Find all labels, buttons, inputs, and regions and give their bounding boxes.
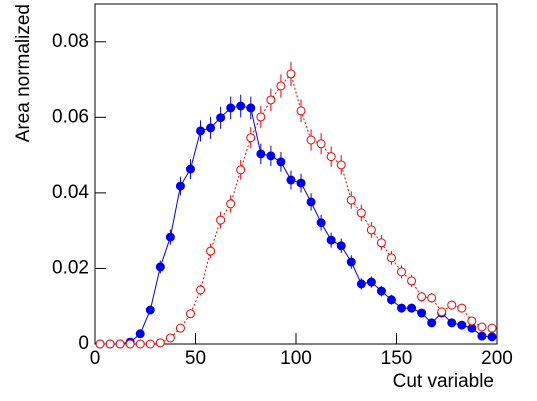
data-point: [386, 253, 396, 263]
data-point: [306, 197, 316, 207]
data-point: [276, 157, 286, 167]
data-point: [105, 339, 115, 349]
data-point: [226, 103, 236, 113]
data-point: [457, 303, 467, 313]
data-point: [155, 262, 165, 272]
data-point: [326, 235, 336, 245]
data-point: [397, 303, 407, 313]
data-point: [306, 135, 316, 145]
x-tick-label: 200: [481, 348, 513, 369]
data-point: [165, 333, 175, 343]
data-point: [336, 160, 346, 170]
data-point: [155, 338, 165, 348]
y-tick-label: 0.02: [52, 257, 89, 278]
data-point: [296, 106, 306, 116]
data-point: [457, 320, 467, 330]
data-point: [356, 208, 366, 218]
data-point: [276, 81, 286, 91]
y-tick-label: 0: [78, 333, 89, 354]
data-point: [346, 257, 356, 267]
x-tick-label: 100: [280, 348, 312, 369]
data-point: [236, 101, 246, 111]
data-point: [196, 126, 206, 136]
data-point: [266, 95, 276, 105]
data-point: [286, 69, 296, 79]
data-point: [185, 309, 195, 319]
data-point: [216, 113, 226, 123]
data-point: [346, 195, 356, 205]
plot-frame: [94, 3, 498, 345]
data-point: [135, 329, 145, 339]
data-point: [386, 295, 396, 305]
data-point: [125, 339, 135, 349]
series-line: [100, 72, 493, 345]
data-point: [376, 286, 386, 296]
data-point: [95, 339, 105, 349]
data-point: [175, 323, 185, 333]
data-point: [206, 123, 216, 133]
data-point: [145, 305, 155, 315]
data-point: [185, 164, 195, 174]
data-point: [256, 112, 266, 122]
data-point: [316, 218, 326, 228]
data-point: [286, 175, 296, 185]
data-point: [336, 241, 346, 251]
data-point: [366, 225, 376, 235]
data-point: [427, 318, 437, 328]
data-point: [467, 316, 477, 326]
data-point: [487, 332, 497, 342]
data-point: [135, 339, 145, 349]
x-axis-label: Cut variable: [393, 371, 494, 392]
data-point: [447, 300, 457, 310]
data-point: [266, 151, 276, 161]
data-point: [356, 279, 366, 289]
data-point: [196, 285, 206, 295]
data-point: [397, 267, 407, 277]
data-point: [165, 232, 175, 242]
data-point: [417, 308, 427, 318]
data-point: [376, 238, 386, 248]
data-point: [437, 307, 447, 317]
data-point: [316, 139, 326, 149]
data-point: [206, 246, 216, 256]
data-point: [216, 215, 226, 225]
data-point: [447, 318, 457, 328]
series-line: [100, 105, 493, 345]
data-point: [145, 339, 155, 349]
data-point: [256, 149, 266, 159]
data-point: [326, 152, 336, 162]
data-point: [366, 277, 376, 287]
data-point: [407, 303, 417, 313]
data-point: [427, 293, 437, 303]
y-tick-label: 0.06: [52, 106, 89, 127]
data-point: [407, 276, 417, 286]
data-point: [226, 199, 236, 209]
data-point: [487, 323, 497, 333]
x-tick-label: 0: [90, 348, 101, 369]
data-point: [477, 331, 487, 341]
y-axis-label: Area normalized: [13, 4, 34, 142]
y-tick-label: 0.08: [52, 31, 89, 52]
data-point: [417, 292, 427, 302]
data-point: [236, 165, 246, 175]
data-point: [115, 339, 125, 349]
data-point: [246, 133, 256, 143]
x-tick-label: 50: [185, 348, 206, 369]
y-tick-label: 0.04: [52, 182, 89, 203]
data-point: [175, 181, 185, 191]
data-point: [477, 322, 487, 332]
data-point: [296, 178, 306, 188]
data-point: [246, 103, 256, 113]
x-tick-label: 150: [381, 348, 413, 369]
